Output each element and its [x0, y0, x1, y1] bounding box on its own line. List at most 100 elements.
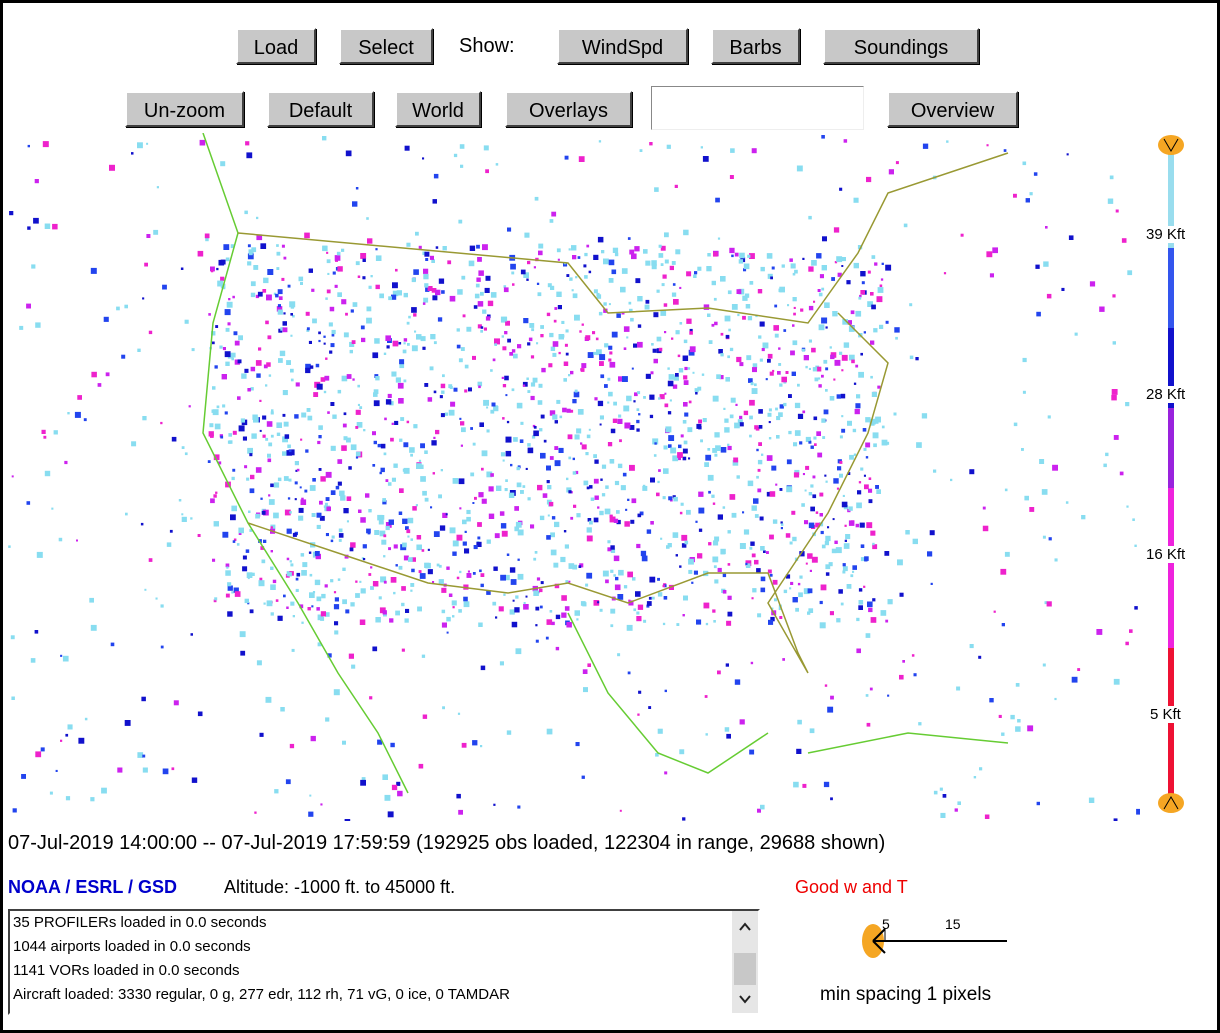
observation-dot [651, 264, 657, 270]
observation-dot [267, 269, 274, 275]
observation-dot [605, 485, 609, 489]
observation-dot [786, 486, 793, 493]
observation-dot [276, 432, 281, 436]
observation-dot [872, 544, 878, 550]
observation-dot [1022, 390, 1026, 394]
observation-dot [607, 401, 610, 404]
observation-dot [440, 527, 444, 531]
observation-dot [561, 612, 567, 618]
observation-dot [580, 601, 586, 606]
observation-dot [579, 563, 584, 568]
top-handle[interactable] [1158, 135, 1184, 155]
observation-dot [594, 495, 599, 500]
observation-dot [712, 448, 718, 453]
default-button[interactable]: Default [267, 91, 374, 127]
observation-dot [779, 286, 785, 293]
observation-dot [547, 283, 552, 288]
windspd-button[interactable]: WindSpd [557, 28, 688, 64]
observation-dot [517, 529, 524, 536]
observation-dot [527, 260, 531, 265]
observation-dot [336, 251, 341, 256]
observation-dot [649, 414, 654, 419]
observation-dot [1029, 507, 1035, 512]
observation-dot [222, 347, 226, 351]
observation-dot [404, 145, 410, 151]
barbs-button[interactable]: Barbs [711, 28, 800, 64]
observation-dot [432, 295, 438, 301]
observation-dot [684, 366, 688, 371]
observation-dot [295, 382, 300, 387]
observation-dot [609, 516, 616, 523]
scroll-thumb[interactable] [734, 953, 756, 985]
observation-dot [598, 311, 603, 316]
observation-dot [274, 789, 279, 794]
bottom-handle[interactable] [1158, 793, 1184, 813]
observation-dot [334, 597, 339, 602]
observation-dot [64, 460, 68, 465]
observation-dot [749, 546, 753, 550]
observation-dot [286, 557, 290, 561]
observation-dot [717, 514, 723, 520]
observation-dot [478, 270, 484, 276]
overlays-button[interactable]: Overlays [505, 91, 632, 127]
log-panel[interactable]: 35 PROFILERs loaded in 0.0 seconds 1044 … [8, 909, 760, 1015]
observation-dot [522, 485, 526, 488]
observation-dot [438, 494, 442, 499]
observation-dot [738, 259, 744, 264]
load-button[interactable]: Load [236, 28, 316, 64]
observation-dot [259, 577, 263, 581]
scroll-down[interactable] [739, 995, 751, 1004]
observation-dot [631, 498, 637, 504]
select-button[interactable]: Select [339, 28, 433, 64]
observation-dot [868, 477, 872, 480]
observation-dot [262, 415, 267, 420]
observation-dot [683, 339, 688, 344]
observation-dot [568, 580, 571, 583]
observation-dot [640, 550, 647, 557]
observation-dot [771, 607, 774, 610]
observation-dot [535, 639, 539, 643]
observation-dot [318, 331, 321, 335]
observation-dot [266, 600, 273, 607]
observation-dot [382, 610, 387, 615]
observation-dot [60, 654, 63, 657]
observation-dot [484, 287, 490, 293]
observation-dot [583, 687, 588, 693]
observation-dot [810, 445, 814, 449]
observation-dot [612, 418, 618, 423]
observation-dot [751, 597, 754, 600]
observation-dot [287, 444, 291, 449]
observation-dot [392, 340, 399, 347]
observation-dot [413, 269, 419, 275]
observation-dot [390, 577, 397, 583]
observation-dot [307, 415, 313, 421]
observation-dot [493, 803, 496, 806]
observation-dot [320, 611, 326, 617]
observation-dot [650, 521, 654, 525]
observation-dot [708, 542, 712, 546]
observation-dot [432, 472, 435, 475]
observation-dot [899, 674, 904, 680]
observation-dot [531, 328, 535, 332]
unzoom-button[interactable]: Un-zoom [125, 91, 244, 127]
observation-dot [276, 422, 282, 428]
scroll-up[interactable] [739, 922, 751, 931]
observation-dot [341, 299, 347, 305]
observation-dot [847, 320, 852, 325]
observation-dot [361, 777, 366, 781]
observation-dot [610, 545, 615, 550]
overview-button[interactable]: Overview [887, 91, 1018, 127]
world-button[interactable]: World [395, 91, 481, 127]
text-input[interactable] [651, 86, 864, 130]
observation-dot [431, 259, 435, 263]
observation-dot [463, 596, 468, 602]
barb-caption: min spacing 1 pixels [820, 984, 992, 1005]
observation-dot [849, 454, 854, 460]
soundings-button[interactable]: Soundings [823, 28, 979, 64]
observation-dot [384, 794, 391, 801]
observation-dot [517, 805, 521, 809]
observation-dot [680, 502, 684, 506]
observation-dot [178, 499, 182, 502]
observation-dot [495, 405, 498, 408]
scrollbar[interactable] [732, 911, 758, 1013]
